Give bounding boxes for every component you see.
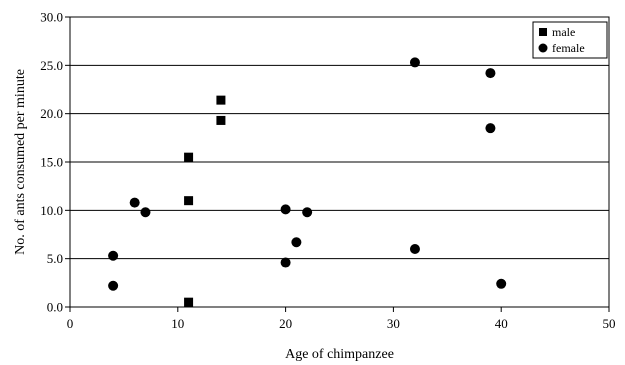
gridlines	[70, 64, 609, 260]
data-point-female	[140, 207, 151, 218]
data-point-male	[184, 297, 194, 307]
data-point-female	[485, 68, 496, 79]
x-axis-title: Age of chimpanzee	[285, 347, 394, 362]
legend-circle-marker	[538, 43, 548, 53]
data-point-female	[409, 244, 420, 254]
legend: male female	[532, 21, 608, 59]
y-axis-title: No. of ants consumed per minute	[13, 69, 28, 255]
data-point-female	[280, 204, 291, 215]
data-point-male	[184, 196, 194, 206]
x-tick-label: 30	[387, 316, 400, 331]
y-tick-label: 20.0	[40, 106, 63, 121]
y-tick-label: 30.0	[40, 10, 63, 25]
data-point-female	[302, 207, 313, 218]
data-point-female	[108, 280, 119, 291]
data-point-female	[485, 123, 496, 134]
x-tick-label: 40	[495, 316, 508, 331]
data-point-female	[280, 257, 291, 268]
data-point-male	[216, 115, 226, 125]
data-point-male	[216, 95, 226, 105]
legend-label-male: male	[552, 25, 575, 39]
y-tick-label: 25.0	[40, 58, 63, 73]
data-point-female	[108, 250, 119, 261]
data-point-female	[496, 278, 507, 289]
y-tick-label: 0.0	[47, 300, 63, 315]
x-tick-label: 10	[171, 316, 184, 331]
y-tick-label: 15.0	[40, 155, 63, 170]
y-axis-ticks: 0.0 5.0 10.0 15.0 20.0 25.0 30.0	[40, 10, 70, 315]
data-point-male	[184, 152, 194, 162]
x-axis-ticks: 0 10 20 30 40 50	[67, 307, 616, 331]
x-tick-label: 20	[279, 316, 292, 331]
y-tick-label: 5.0	[47, 251, 63, 266]
data-point-female	[291, 237, 302, 248]
legend-label-female: female	[552, 41, 585, 55]
legend-square-marker	[539, 28, 547, 36]
y-tick-label: 10.0	[40, 203, 63, 218]
x-tick-label: 0	[67, 316, 74, 331]
data-points	[108, 57, 507, 307]
x-tick-label: 50	[603, 316, 616, 331]
data-point-female	[409, 57, 420, 68]
data-point-female	[129, 197, 140, 208]
